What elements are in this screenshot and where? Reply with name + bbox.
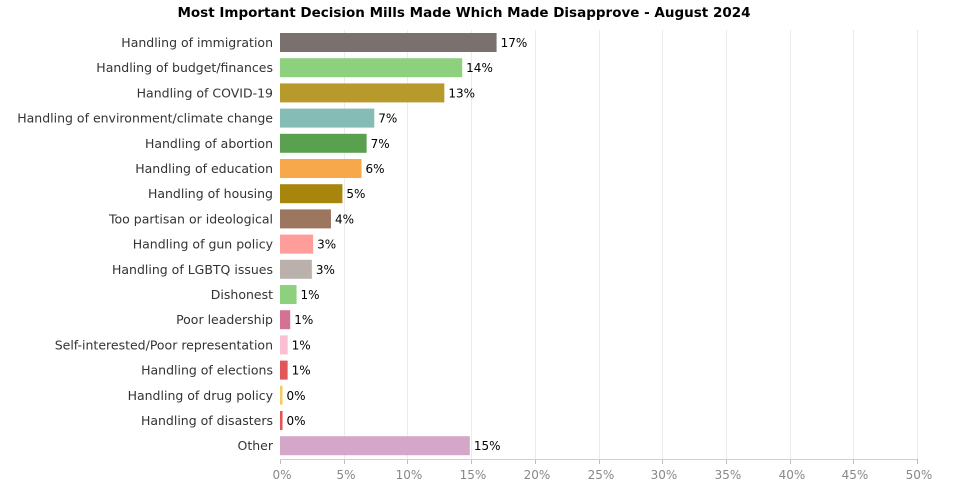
bar[interactable]: [280, 83, 445, 103]
value-label: 1%: [294, 313, 313, 327]
category-label: Handling of disasters: [141, 413, 273, 428]
x-tick-label: 50%: [906, 468, 933, 482]
bar[interactable]: [280, 436, 470, 456]
bar[interactable]: [280, 184, 343, 204]
category-label: Handling of education: [135, 161, 273, 176]
bars: [280, 33, 497, 456]
category-label: Dishonest: [211, 287, 273, 302]
value-labels: 17% 14% 13% 7% 7% 6%5% 4% 3% 3% 1% 1% 1% 1% 0% 0% 15%: [287, 36, 528, 453]
bar[interactable]: [280, 159, 362, 178]
x-axis: 0% 5% 10% 15% 20% 25% 30% 35% 40% 45% 50%: [272, 459, 932, 482]
x-tick-label: 5%: [336, 468, 355, 482]
x-tick-label: 30%: [651, 468, 678, 482]
value-label: 4%: [335, 212, 354, 226]
category-label: Poor leadership: [176, 312, 273, 327]
value-label: 3%: [317, 238, 336, 252]
value-label: 14%: [466, 61, 493, 75]
bar[interactable]: [280, 234, 314, 254]
bar[interactable]: [280, 310, 291, 330]
category-labels: Handling of immigration Handling of budge…: [17, 35, 274, 453]
category-label: Handling of budget/finances: [96, 60, 273, 75]
category-label: Handling of drug policy: [128, 388, 274, 403]
value-label: 3%: [316, 263, 335, 277]
category-label: Handling of abortion: [145, 136, 273, 151]
value-label: 6%: [366, 162, 385, 176]
category-label: Handling of housing: [148, 186, 273, 201]
bar[interactable]: [280, 108, 375, 128]
category-label: Too partisan or ideological: [108, 211, 273, 226]
bar[interactable]: [280, 360, 288, 380]
category-label: Handling of LGBTQ issues: [112, 262, 273, 277]
category-label: Handling of immigration: [121, 35, 273, 50]
value-label: 13%: [448, 86, 475, 100]
x-tick-label: 35%: [715, 468, 742, 482]
x-tick-label: 40%: [779, 468, 806, 482]
bar[interactable]: [280, 285, 297, 304]
gridlines: [344, 30, 918, 459]
bar[interactable]: [280, 209, 331, 229]
x-tick-label: 10%: [396, 468, 423, 482]
bar[interactable]: [280, 133, 367, 153]
value-label: 7%: [378, 112, 397, 126]
x-tick-label: 25%: [588, 468, 615, 482]
value-label: 7%: [371, 137, 390, 151]
bar[interactable]: [280, 411, 283, 430]
value-label: 1%: [301, 288, 320, 302]
value-label: 1%: [292, 338, 311, 352]
value-label: 0%: [287, 414, 306, 428]
category-label: Handling of COVID-19: [137, 85, 273, 100]
value-label: 15%: [474, 439, 501, 453]
category-label: Handling of gun policy: [133, 237, 274, 252]
x-tick-label: 20%: [524, 468, 551, 482]
bar[interactable]: [280, 335, 288, 355]
category-label: Handling of elections: [141, 363, 273, 378]
category-label: Self-interested/Poor representation: [55, 337, 273, 352]
bar[interactable]: [280, 33, 497, 52]
bar[interactable]: [280, 259, 312, 279]
x-tick-label: 15%: [460, 468, 487, 482]
bar[interactable]: [280, 385, 283, 405]
chart-title: Most Important Decision Mills Made Which…: [177, 5, 751, 21]
value-label: 17%: [501, 36, 528, 50]
value-label: 1%: [292, 364, 311, 378]
value-label: 0%: [287, 389, 306, 403]
x-tick-label: 45%: [842, 468, 869, 482]
value-label: 5%: [346, 187, 365, 201]
category-label: Handling of environment/climate change: [17, 111, 273, 126]
category-label: Other: [238, 438, 274, 453]
x-tick-label: 0%: [272, 468, 291, 482]
bar[interactable]: [280, 58, 463, 78]
